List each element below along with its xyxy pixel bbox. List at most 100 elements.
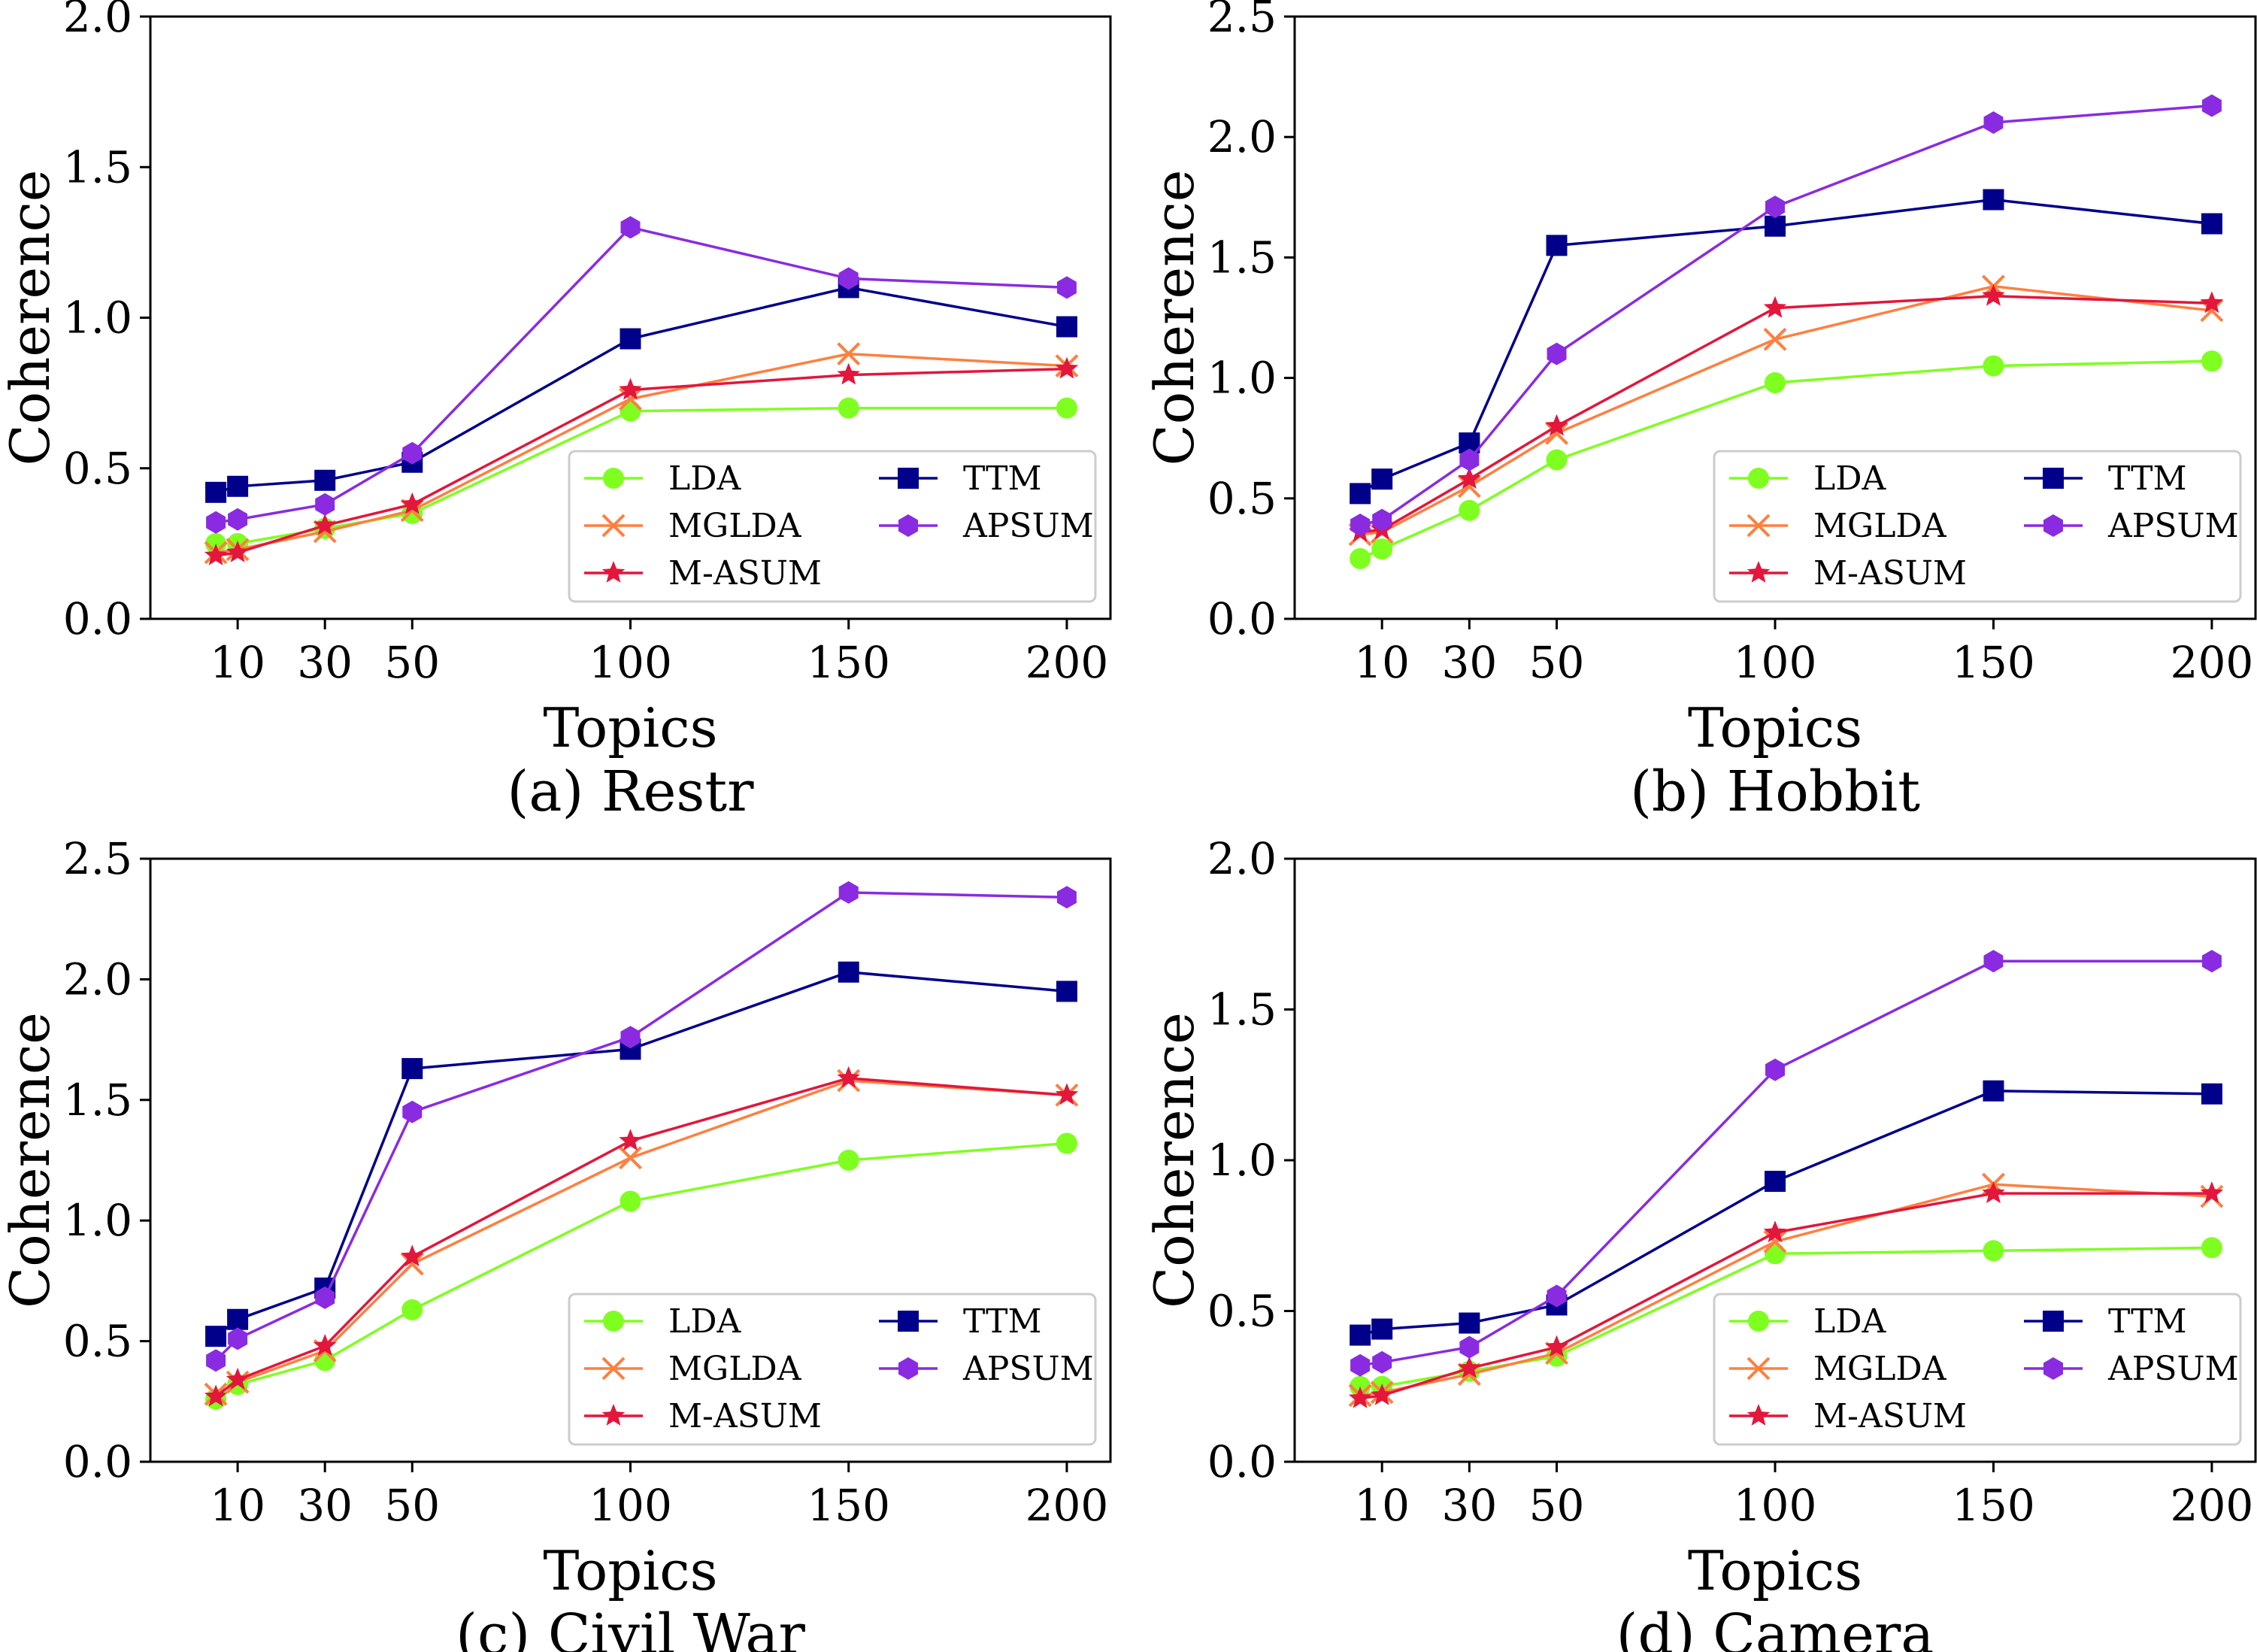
data-point-apsum (838, 881, 859, 904)
data-point-m-asum (1348, 1386, 1372, 1408)
data-point-ttm (1983, 1080, 2004, 1102)
x-tick-label: 150 (807, 637, 890, 688)
data-point-ttm (401, 1058, 423, 1080)
data-point-apsum (1459, 448, 1480, 471)
x-axis-label: Topics (543, 1539, 717, 1602)
legend-box (1713, 450, 2242, 603)
y-tick-label: 2.5 (1207, 0, 1277, 42)
legend-label: LDA (668, 1302, 741, 1341)
subplot-caption: (c) Civil War (456, 1602, 805, 1652)
data-point-m-asum (1458, 1356, 1481, 1378)
legend-marker-m-asum (1747, 1404, 1771, 1426)
plot-frame (149, 857, 1112, 1463)
legend-label: LDA (668, 459, 741, 498)
legend-label: APSUM (2107, 507, 2239, 545)
data-point-m-asum (314, 1334, 337, 1356)
data-point-ttm (1546, 235, 1568, 256)
data-point-lda (1546, 449, 1568, 471)
legend-marker-lda (603, 468, 624, 489)
y-tick-label: 2.5 (63, 833, 132, 884)
legend-marker-ttm (898, 1311, 919, 1332)
x-axis-label: Topics (1688, 696, 1862, 759)
data-point-mglda (400, 1252, 424, 1276)
data-point-m-asum (1055, 1083, 1079, 1105)
data-point-apsum (620, 1026, 641, 1049)
y-tick-label: 1.5 (63, 141, 132, 192)
data-point-mglda (619, 1146, 642, 1170)
legend-label: M-ASUM (1813, 554, 1967, 593)
data-point-m-asum (1982, 1181, 2005, 1204)
data-point-m-asum (1055, 356, 1079, 379)
data-point-mglda (837, 342, 861, 365)
legend-item-ttm: TTM (2024, 459, 2187, 498)
legend-item-mglda: MGLDA (584, 507, 802, 545)
series-line-apsum (214, 891, 1068, 1362)
data-point-ttm (838, 961, 859, 983)
legend-item-lda: LDA (584, 1302, 741, 1341)
y-tick-label: 0.0 (63, 1436, 132, 1487)
legend-label: MGLDA (668, 507, 802, 545)
data-point-ttm (2201, 213, 2222, 235)
legend-marker-mglda (601, 1356, 626, 1381)
data-point-ttm (205, 1326, 227, 1347)
data-point-ttm (2201, 1083, 2222, 1105)
data-point-mglda (1763, 327, 1787, 351)
data-point-apsum (1983, 950, 2004, 973)
data-point-apsum (2201, 950, 2222, 973)
data-point-lda (401, 1299, 423, 1320)
data-point-ttm (1983, 189, 2004, 211)
data-point-ttm (1350, 483, 1371, 505)
legend-item-ttm: TTM (879, 459, 1042, 498)
data-point-lda (838, 397, 859, 419)
legend-item-m-asum: M-ASUM (1729, 1397, 1967, 1435)
data-point-mglda (1457, 474, 1481, 499)
data-point-ttm (1371, 1318, 1393, 1340)
data-point-apsum (402, 441, 423, 465)
y-tick-label: 2.0 (1207, 111, 1277, 162)
legend-item-m-asum: M-ASUM (1729, 554, 1967, 593)
data-point-ttm (1765, 215, 1786, 237)
legend-label: LDA (1813, 1302, 1886, 1341)
x-tick-label: 150 (1952, 1480, 2035, 1531)
data-point-apsum (1350, 1353, 1371, 1377)
data-point-m-asum (226, 1367, 250, 1390)
y-tick-label: 1.0 (1207, 353, 1277, 404)
data-point-lda (620, 1190, 641, 1212)
y-tick-label: 2.0 (63, 0, 132, 42)
legend-item-apsum: APSUM (2024, 507, 2239, 545)
legend-item-m-asum: M-ASUM (584, 1397, 822, 1435)
data-point-mglda (1763, 1229, 1787, 1253)
legend-item-apsum: APSUM (2024, 1350, 2239, 1388)
data-point-apsum (315, 1286, 335, 1309)
data-point-apsum (228, 1327, 248, 1350)
data-point-lda (1459, 499, 1480, 521)
legend-item-apsum: APSUM (879, 507, 1094, 545)
x-tick-label: 200 (1025, 637, 1109, 688)
data-point-m-asum (619, 1129, 642, 1151)
y-tick-label: 0.0 (1207, 1436, 1277, 1487)
series-line-ttm (1359, 198, 2213, 495)
y-tick-label: 1.5 (1207, 984, 1277, 1035)
legend-item-mglda: MGLDA (1729, 507, 1947, 545)
chart-panel-1: 0.0 0.5 1.0 1.5 2.0 10 30 50 100 150 200 Topics Cohe… (0, 0, 1112, 824)
data-point-m-asum (619, 377, 642, 400)
legend-marker-apsum (2043, 514, 2063, 537)
x-tick-label: 200 (2171, 637, 2254, 688)
subplot-caption: (a) Restr (507, 759, 755, 824)
data-point-apsum (206, 511, 226, 534)
legend-label: APSUM (2107, 1350, 2239, 1388)
data-point-lda (1056, 397, 1077, 419)
x-tick-label: 100 (1734, 637, 1817, 688)
legend-marker-mglda (601, 514, 626, 538)
y-tick-label: 1.0 (63, 293, 132, 344)
legend-item-apsum: APSUM (879, 1350, 1094, 1388)
x-tick-label: 100 (1734, 1480, 1817, 1531)
x-tick-label: 30 (1441, 637, 1497, 688)
legend-marker-apsum (898, 514, 918, 537)
legend-label: APSUM (962, 1350, 1094, 1388)
x-tick-label: 10 (210, 637, 265, 688)
legend-label: LDA (1813, 459, 1886, 498)
data-point-m-asum (204, 1384, 228, 1407)
x-tick-label: 30 (297, 1480, 353, 1531)
